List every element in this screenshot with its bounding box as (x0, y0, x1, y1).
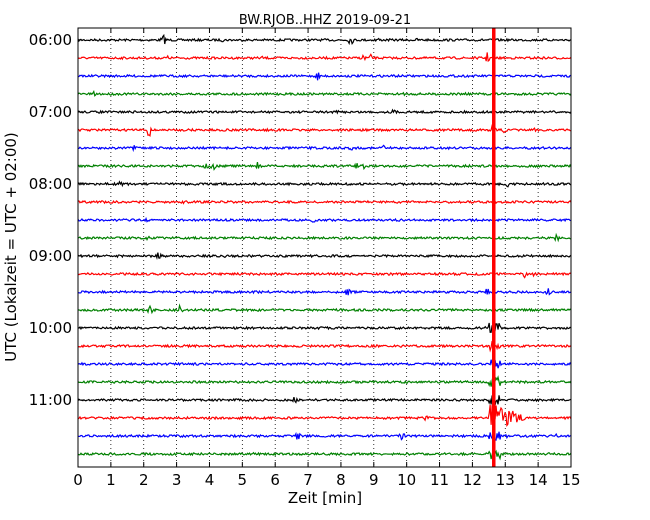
y-tick-label: 07:00 (29, 103, 72, 121)
seismogram-trace (77, 288, 572, 296)
seismogram-trace (77, 124, 572, 138)
x-tick-label: 1 (106, 471, 116, 489)
y-axis-label: UTC (Lokalzeit = UTC + 02:00) (2, 132, 20, 362)
x-tick-label: 15 (561, 471, 580, 489)
plot-frame (77, 27, 572, 468)
chart-title: BW.RJOB..HHZ 2019-09-21 (239, 13, 411, 28)
y-tick-label: 08:00 (29, 175, 72, 193)
seismogram-trace (77, 404, 572, 428)
x-tick-label: 6 (270, 471, 280, 489)
y-tick-label: 10:00 (29, 319, 72, 337)
seismogram-trace (77, 375, 572, 389)
x-tick-label: 9 (369, 471, 379, 489)
x-tick-label: 11 (430, 471, 449, 489)
seismogram-trace (77, 431, 572, 441)
seismogram-trace (77, 108, 572, 115)
seismogram-trace (77, 340, 572, 353)
seismogram-trace (78, 144, 572, 153)
seismogram-trace (77, 52, 572, 63)
seismogram-trace (77, 359, 572, 369)
x-tick-label: 7 (303, 471, 313, 489)
seismogram-trace (77, 216, 572, 223)
plot-area (77, 27, 572, 468)
y-axis: 06:00 07:00 08:00 09:00 10:00 11:00 (29, 31, 83, 409)
x-tick-label: 2 (139, 471, 149, 489)
y-tick-label: 09:00 (29, 247, 72, 265)
x-tick-label: 4 (205, 471, 215, 489)
x-tick-label: 14 (529, 471, 548, 489)
seismogram-trace (77, 449, 572, 461)
x-tick-label: 3 (172, 471, 182, 489)
x-tick-label: 5 (238, 471, 248, 489)
seismogram-trace (77, 180, 572, 188)
seismogram-trace (77, 89, 572, 97)
seismogram-trace (77, 33, 572, 46)
seismogram-trace (77, 199, 572, 205)
x-axis-label: Zeit [min] (288, 489, 362, 507)
seismogram-trace (77, 232, 572, 243)
seismogram-trace (77, 271, 572, 279)
x-tick-label: 0 (73, 471, 83, 489)
x-axis: 0 1 2 3 4 5 6 7 8 9 10 11 12 13 14 15 (73, 28, 581, 489)
seismogram-trace (77, 72, 572, 81)
x-tick-label: 13 (496, 471, 515, 489)
seismogram-trace (77, 322, 572, 333)
x-tick-label: 12 (463, 471, 482, 489)
seismogram-trace (77, 161, 572, 171)
seismogram-trace (77, 252, 572, 260)
x-tick-label: 10 (397, 471, 416, 489)
y-tick-label: 11:00 (29, 391, 72, 409)
x-tick-label: 8 (336, 471, 346, 489)
seismogram-trace (77, 303, 572, 315)
seismogram-trace (77, 395, 572, 406)
y-tick-label: 06:00 (29, 31, 72, 49)
